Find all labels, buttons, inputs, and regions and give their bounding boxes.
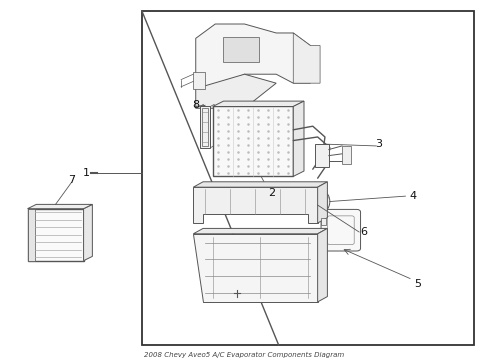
Bar (142, 12, 473, 345)
FancyBboxPatch shape (321, 210, 360, 251)
Bar (341, 146, 350, 164)
Bar (222, 37, 259, 62)
Ellipse shape (292, 137, 299, 144)
Ellipse shape (310, 190, 329, 213)
Polygon shape (212, 101, 304, 107)
Text: 5: 5 (413, 279, 420, 289)
Bar (27, 209, 35, 261)
Polygon shape (195, 24, 310, 89)
Text: 6: 6 (360, 227, 366, 237)
Ellipse shape (319, 148, 325, 154)
Polygon shape (317, 228, 327, 302)
Text: 4: 4 (408, 191, 415, 201)
Polygon shape (317, 182, 327, 223)
Ellipse shape (315, 196, 324, 207)
Bar (27, 209, 83, 261)
Text: 2: 2 (267, 188, 274, 198)
Text: 7: 7 (68, 175, 75, 185)
Text: 3: 3 (374, 139, 381, 149)
Polygon shape (193, 228, 327, 234)
Polygon shape (193, 234, 317, 302)
Bar (202, 108, 207, 146)
Polygon shape (293, 101, 304, 176)
Ellipse shape (292, 127, 299, 133)
Polygon shape (193, 72, 205, 89)
Polygon shape (27, 204, 92, 209)
Polygon shape (193, 182, 327, 187)
Polygon shape (195, 74, 276, 108)
Text: 1: 1 (82, 168, 89, 178)
Bar (212, 107, 293, 176)
Polygon shape (293, 33, 320, 83)
Polygon shape (83, 204, 92, 261)
Polygon shape (193, 187, 317, 223)
Text: 2008 Chevy Aveo5 A/C Evaporator Components Diagram: 2008 Chevy Aveo5 A/C Evaporator Componen… (144, 351, 344, 357)
Bar (321, 219, 325, 225)
Bar (321, 231, 325, 237)
Bar (315, 144, 328, 167)
Bar (199, 107, 210, 148)
Text: 8: 8 (192, 100, 199, 110)
